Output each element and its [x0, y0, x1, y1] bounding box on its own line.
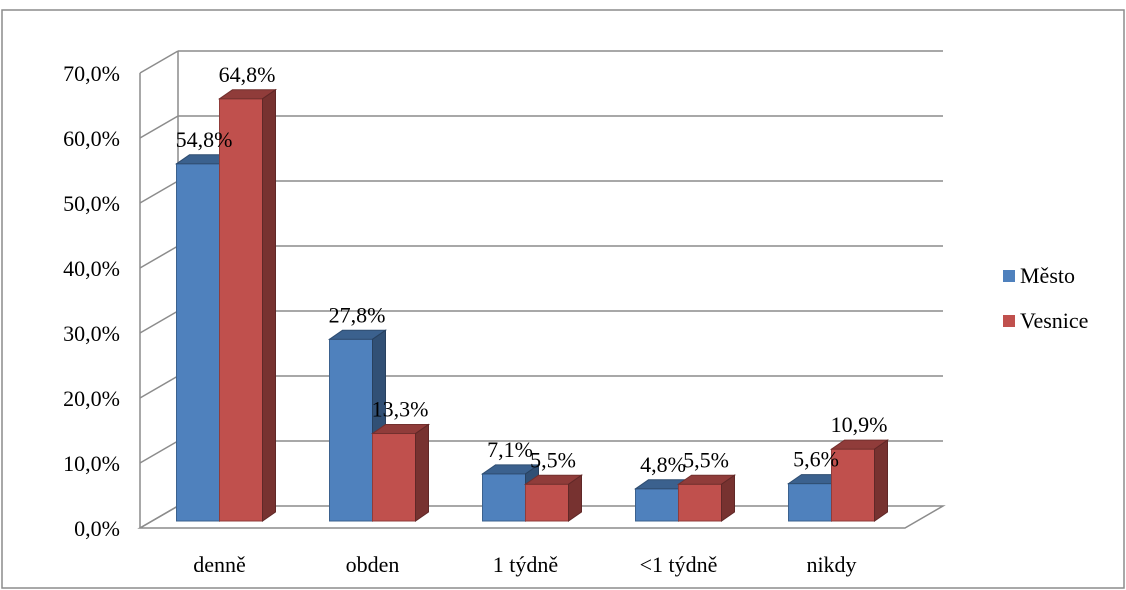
y-tick-label: 20,0%: [63, 386, 120, 411]
data-label: 4,8%: [640, 452, 686, 477]
data-label: 64,8%: [219, 62, 276, 87]
y-tick-label: 60,0%: [63, 126, 120, 151]
legend: Město Vesnice: [1003, 263, 1088, 333]
data-label: 7,1%: [487, 437, 533, 462]
legend-swatch: [1003, 270, 1015, 282]
bar-vesnice: [676, 474, 737, 522]
bar-vesnice: [523, 474, 584, 522]
gridline-side: [139, 505, 179, 529]
data-label: 13,3%: [372, 397, 429, 422]
x-category-label: denně: [193, 552, 246, 577]
y-axis: 0,0% 10,0% 20,0% 30,0% 40,0% 50,0% 60,0% 70,0%: [63, 51, 179, 541]
gridline-side: [139, 375, 179, 399]
data-labels: 54,8%64,8%27,8%13,3%7,1%5,5% 4,8%5,5% 5,6%…: [176, 62, 888, 477]
data-label: 5,5%: [683, 447, 729, 472]
bar-vesnice: [370, 423, 431, 522]
gridline-side: [139, 440, 179, 464]
data-label: 5,6%: [793, 447, 839, 472]
gridline-side: [139, 310, 179, 334]
data-label: 27,8%: [329, 302, 386, 327]
bar-vesnice: [217, 88, 278, 522]
y-tick-label: 0,0%: [74, 516, 120, 541]
bars: [174, 88, 890, 522]
x-category-label: <1 týdně: [640, 552, 718, 577]
bar-vesnice: [829, 439, 890, 522]
gridline-side: [139, 115, 179, 139]
x-category-label: 1 týdně: [493, 552, 558, 577]
legend-label: Vesnice: [1020, 308, 1088, 333]
data-label: 54,8%: [176, 127, 233, 152]
x-category-label: obden: [346, 552, 400, 577]
y-tick-label: 40,0%: [63, 256, 120, 281]
y-tick-label: 10,0%: [63, 451, 120, 476]
x-axis-categories: denně obden 1 týdně <1 týdně nikdy: [193, 552, 856, 577]
data-label: 5,5%: [530, 447, 576, 472]
data-label: 10,9%: [831, 412, 888, 437]
gridline-side: [139, 50, 179, 74]
gridline-side: [139, 245, 179, 269]
legend-label: Město: [1020, 263, 1075, 288]
x-category-label: nikdy: [806, 552, 856, 577]
gridline-side: [139, 180, 179, 204]
legend-swatch: [1003, 315, 1015, 327]
y-tick-label: 50,0%: [63, 191, 120, 216]
y-tick-label: 30,0%: [63, 321, 120, 346]
y-tick-label: 70,0%: [63, 61, 120, 86]
